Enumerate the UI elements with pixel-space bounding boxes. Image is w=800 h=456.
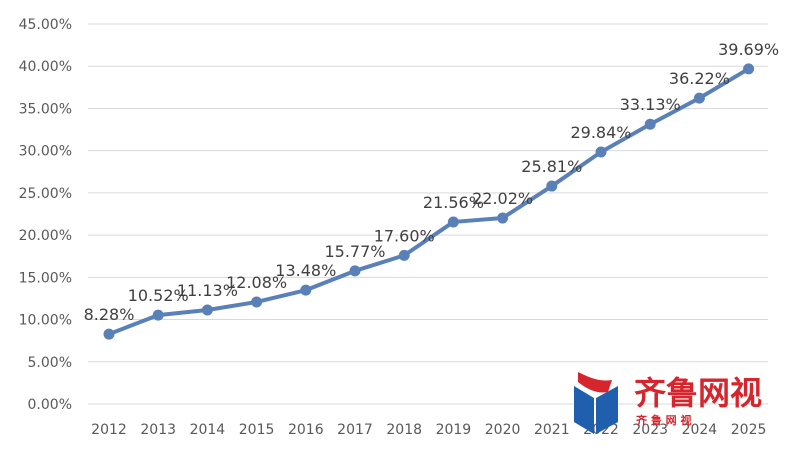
x-tick-label: 2017 xyxy=(337,422,373,438)
x-tick-label: 2016 xyxy=(288,422,324,438)
data-point xyxy=(743,63,755,75)
x-tick-label: 2020 xyxy=(485,422,521,438)
data-point xyxy=(447,216,459,228)
watermark-subtitle: 齐 鲁 网 视 xyxy=(636,413,692,427)
y-tick-label: 25.00% xyxy=(19,186,72,202)
data-point xyxy=(398,249,410,261)
data-labels: 8.28%10.52%11.13%12.08%13.48%15.77%17.60… xyxy=(84,40,780,324)
x-axis-tick-labels: 2012 2013 2014 2015 2016 2017 2018 2019 2020 2021… xyxy=(91,422,766,438)
x-tick-label: 2014 xyxy=(190,422,226,438)
data-point xyxy=(595,146,607,158)
logo-blue-page-left xyxy=(574,386,594,434)
data-point xyxy=(201,304,213,316)
data-point xyxy=(497,212,509,224)
data-label: 17.60% xyxy=(374,226,435,245)
data-label: 15.77% xyxy=(324,242,385,261)
data-label: 8.28% xyxy=(84,305,135,324)
data-points xyxy=(103,63,755,340)
series-line xyxy=(107,66,751,337)
data-label: 22.02% xyxy=(472,189,533,208)
data-label: 25.81% xyxy=(521,157,582,176)
y-tick-label: 15.00% xyxy=(19,270,72,286)
data-label: 12.08% xyxy=(226,273,287,292)
y-tick-label: 20.00% xyxy=(19,228,72,244)
data-point xyxy=(300,284,312,296)
logo-red-swoosh xyxy=(578,372,612,393)
watermark-logo: 齐鲁网视 齐 鲁 网 视 xyxy=(574,372,762,434)
y-tick-label: 5.00% xyxy=(28,355,72,371)
y-tick-label: 45.00% xyxy=(19,17,72,33)
data-point xyxy=(644,118,656,130)
y-axis-tick-labels: 0.00% 5.00% 10.00% 15.00% 20.00% 25.00% 30.00%… xyxy=(19,17,72,413)
gridlines xyxy=(88,23,768,405)
data-label: 33.13% xyxy=(620,95,681,114)
data-point xyxy=(103,328,115,340)
y-tick-label: 40.00% xyxy=(19,59,72,75)
y-tick-label: 0.00% xyxy=(28,397,72,413)
data-label: 21.56% xyxy=(423,193,484,212)
watermark-title: 齐鲁网视 xyxy=(634,374,762,412)
logo-blue-page-right xyxy=(596,386,618,434)
x-tick-label: 2025 xyxy=(731,422,767,438)
data-label: 11.13% xyxy=(177,281,238,300)
y-tick-label: 35.00% xyxy=(19,101,72,117)
x-tick-label: 2024 xyxy=(682,422,718,438)
data-label: 10.52% xyxy=(128,286,189,305)
data-label: 39.69% xyxy=(718,40,779,59)
data-label: 13.48% xyxy=(275,261,336,280)
data-point xyxy=(546,180,558,192)
x-tick-label: 2015 xyxy=(239,422,275,438)
data-point xyxy=(152,309,164,321)
data-point xyxy=(693,92,705,104)
x-tick-label: 2023 xyxy=(632,422,668,438)
x-tick-label: 2013 xyxy=(140,422,176,438)
data-label: 36.22% xyxy=(669,69,730,88)
data-point xyxy=(349,265,361,277)
x-tick-label: 2019 xyxy=(436,422,472,438)
data-point xyxy=(251,296,263,308)
y-tick-label: 10.00% xyxy=(19,313,72,329)
x-tick-label: 2021 xyxy=(534,422,570,438)
x-tick-label: 2018 xyxy=(386,422,422,438)
x-tick-label: 2012 xyxy=(91,422,127,438)
data-label: 29.84% xyxy=(570,123,631,142)
y-tick-label: 30.00% xyxy=(19,144,72,160)
